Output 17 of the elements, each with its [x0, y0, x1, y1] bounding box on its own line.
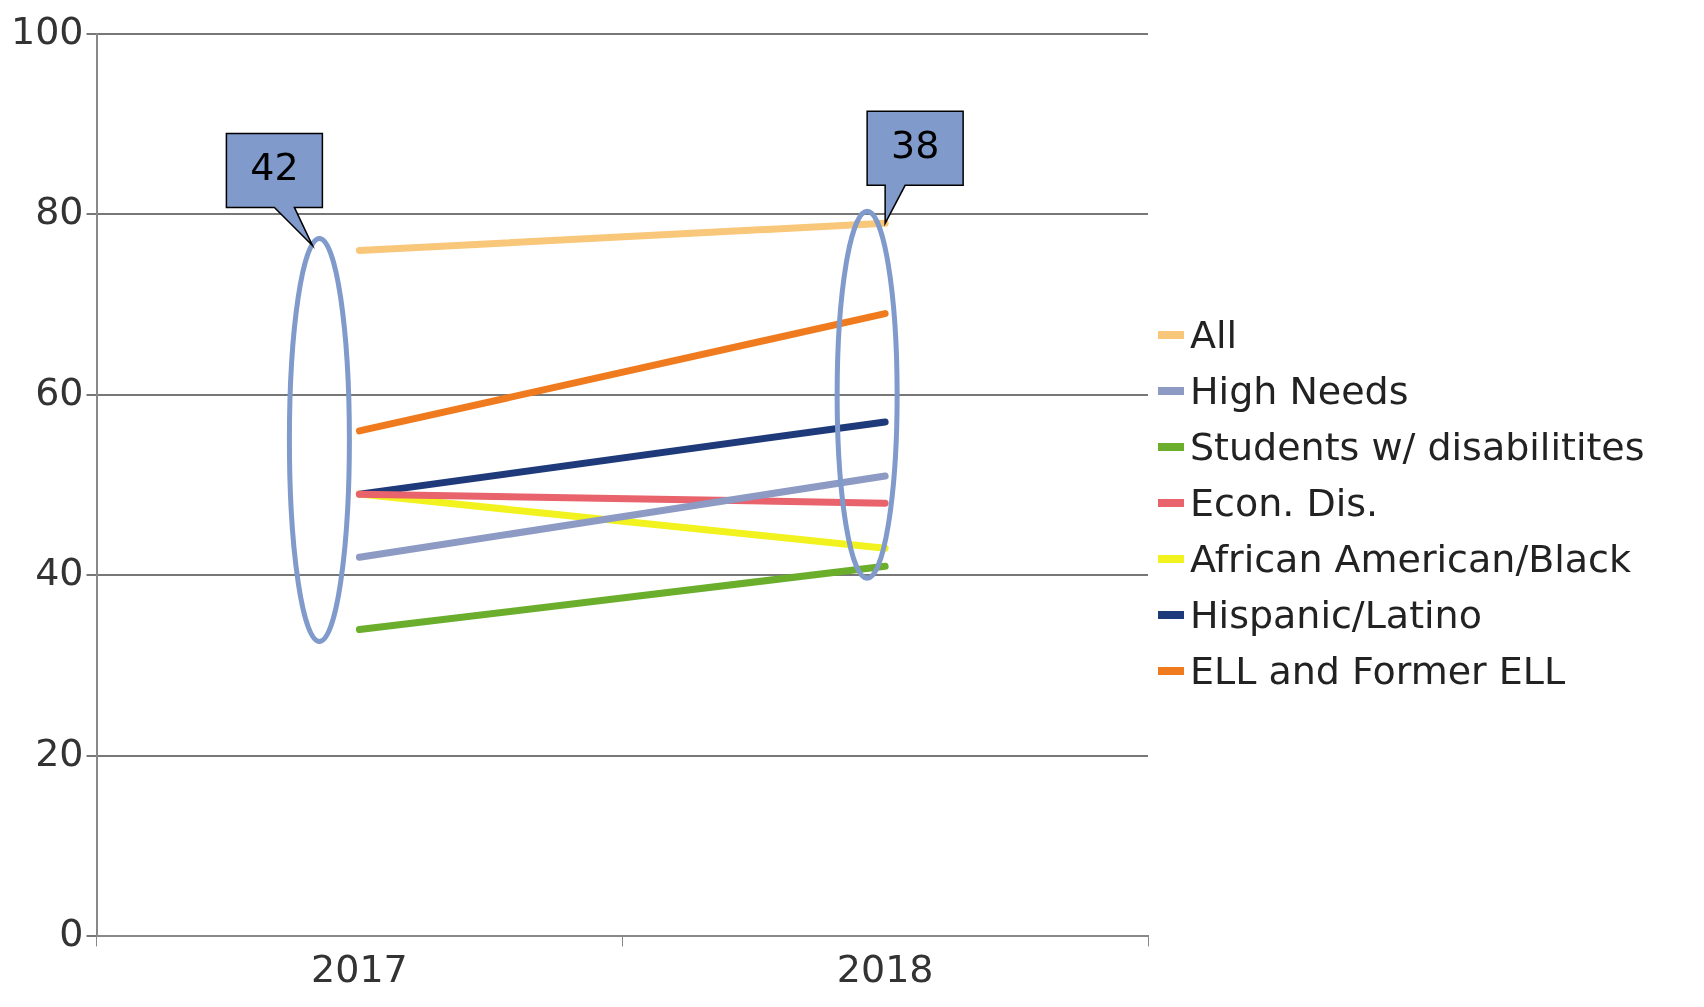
y-tick-label: 0: [59, 911, 84, 956]
legend-label: ELL and Former ELL: [1190, 648, 1566, 695]
legend-label: African American/Black: [1190, 536, 1631, 583]
y-tick-label: 100: [11, 8, 84, 53]
y-tick-label: 20: [35, 730, 84, 775]
x-tick-label: 2017: [311, 947, 408, 992]
legend-label: Econ. Dis.: [1190, 480, 1379, 527]
annotation: 42: [250, 145, 299, 190]
legend-label: Students w/ disabilitites: [1190, 424, 1645, 471]
y-tick-label: 80: [35, 189, 84, 234]
legend-label: High Needs: [1190, 368, 1409, 415]
annotation: 38: [890, 123, 940, 168]
y-tick-label: 40: [35, 550, 84, 595]
legend-label: All: [1190, 312, 1238, 359]
legend-label: Hispanic/Latino: [1190, 592, 1482, 639]
y-tick-label: 60: [35, 369, 84, 414]
x-tick-label: 2018: [836, 947, 934, 992]
